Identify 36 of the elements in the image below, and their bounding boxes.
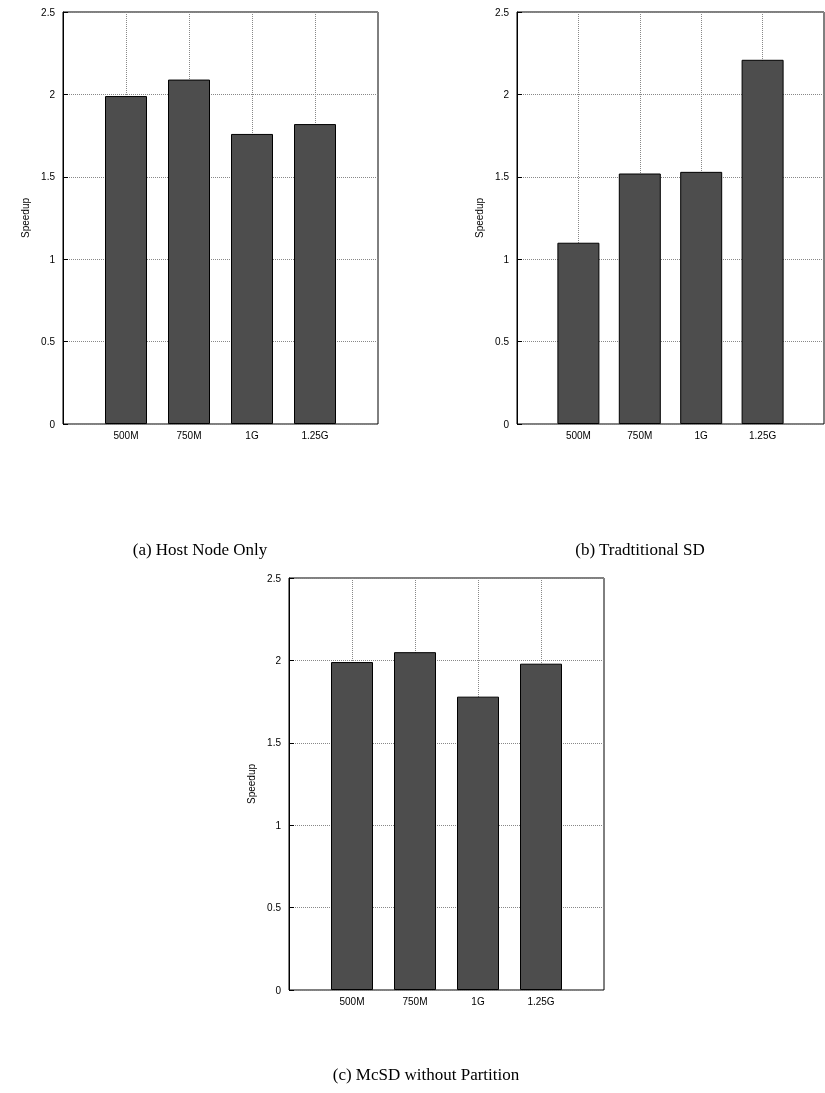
- y-axis-title: Speedup: [245, 763, 257, 805]
- y-tick-label: 0: [503, 418, 510, 430]
- x-tick-label: 500M: [339, 995, 365, 1007]
- x-tick-label: 500M: [565, 429, 591, 441]
- x-tick-label: 750M: [402, 995, 428, 1007]
- x-tick-label: 500M: [113, 429, 139, 441]
- y-tick-label: 1.5: [495, 171, 510, 183]
- x-tick-label: 1G: [245, 429, 259, 441]
- y-tick-label: 0: [49, 418, 56, 430]
- x-tick-label: 750M: [627, 429, 653, 441]
- y-tick-label: 1: [503, 253, 510, 265]
- y-tick-label: 1: [49, 253, 56, 265]
- y-tick-label: 0.5: [41, 336, 56, 348]
- y-tick-label: 2.5: [41, 6, 56, 18]
- y-tick-label: 2: [49, 88, 56, 100]
- text: (c) McSD without Partition: [332, 1065, 520, 1084]
- y-tick-label: 0: [275, 984, 282, 996]
- y-axis-title: Speedup: [473, 197, 485, 239]
- y-tick-label: 1.5: [267, 737, 282, 749]
- y-tick-label: 1.5: [41, 171, 56, 183]
- y-tick-label: 0.5: [267, 902, 282, 914]
- x-tick-label: 1.25G: [527, 995, 555, 1007]
- text: (b) Tradtitional SD: [575, 540, 705, 559]
- y-tick-label: 0.5: [495, 336, 510, 348]
- y-tick-label: 1: [275, 819, 282, 831]
- text: (a) Host Node Only: [132, 540, 268, 559]
- x-tick-label: 1.25G: [301, 429, 329, 441]
- y-tick-label: 2: [275, 654, 282, 666]
- x-tick-label: 1.25G: [748, 429, 777, 441]
- y-tick-label: 2.5: [267, 572, 282, 584]
- y-tick-label: 2: [503, 88, 510, 100]
- x-tick-label: 1G: [694, 429, 709, 441]
- x-tick-label: 1G: [471, 995, 485, 1007]
- x-tick-label: 750M: [176, 429, 202, 441]
- y-axis-title: Speedup: [19, 197, 31, 239]
- y-tick-label: 2.5: [495, 6, 510, 18]
